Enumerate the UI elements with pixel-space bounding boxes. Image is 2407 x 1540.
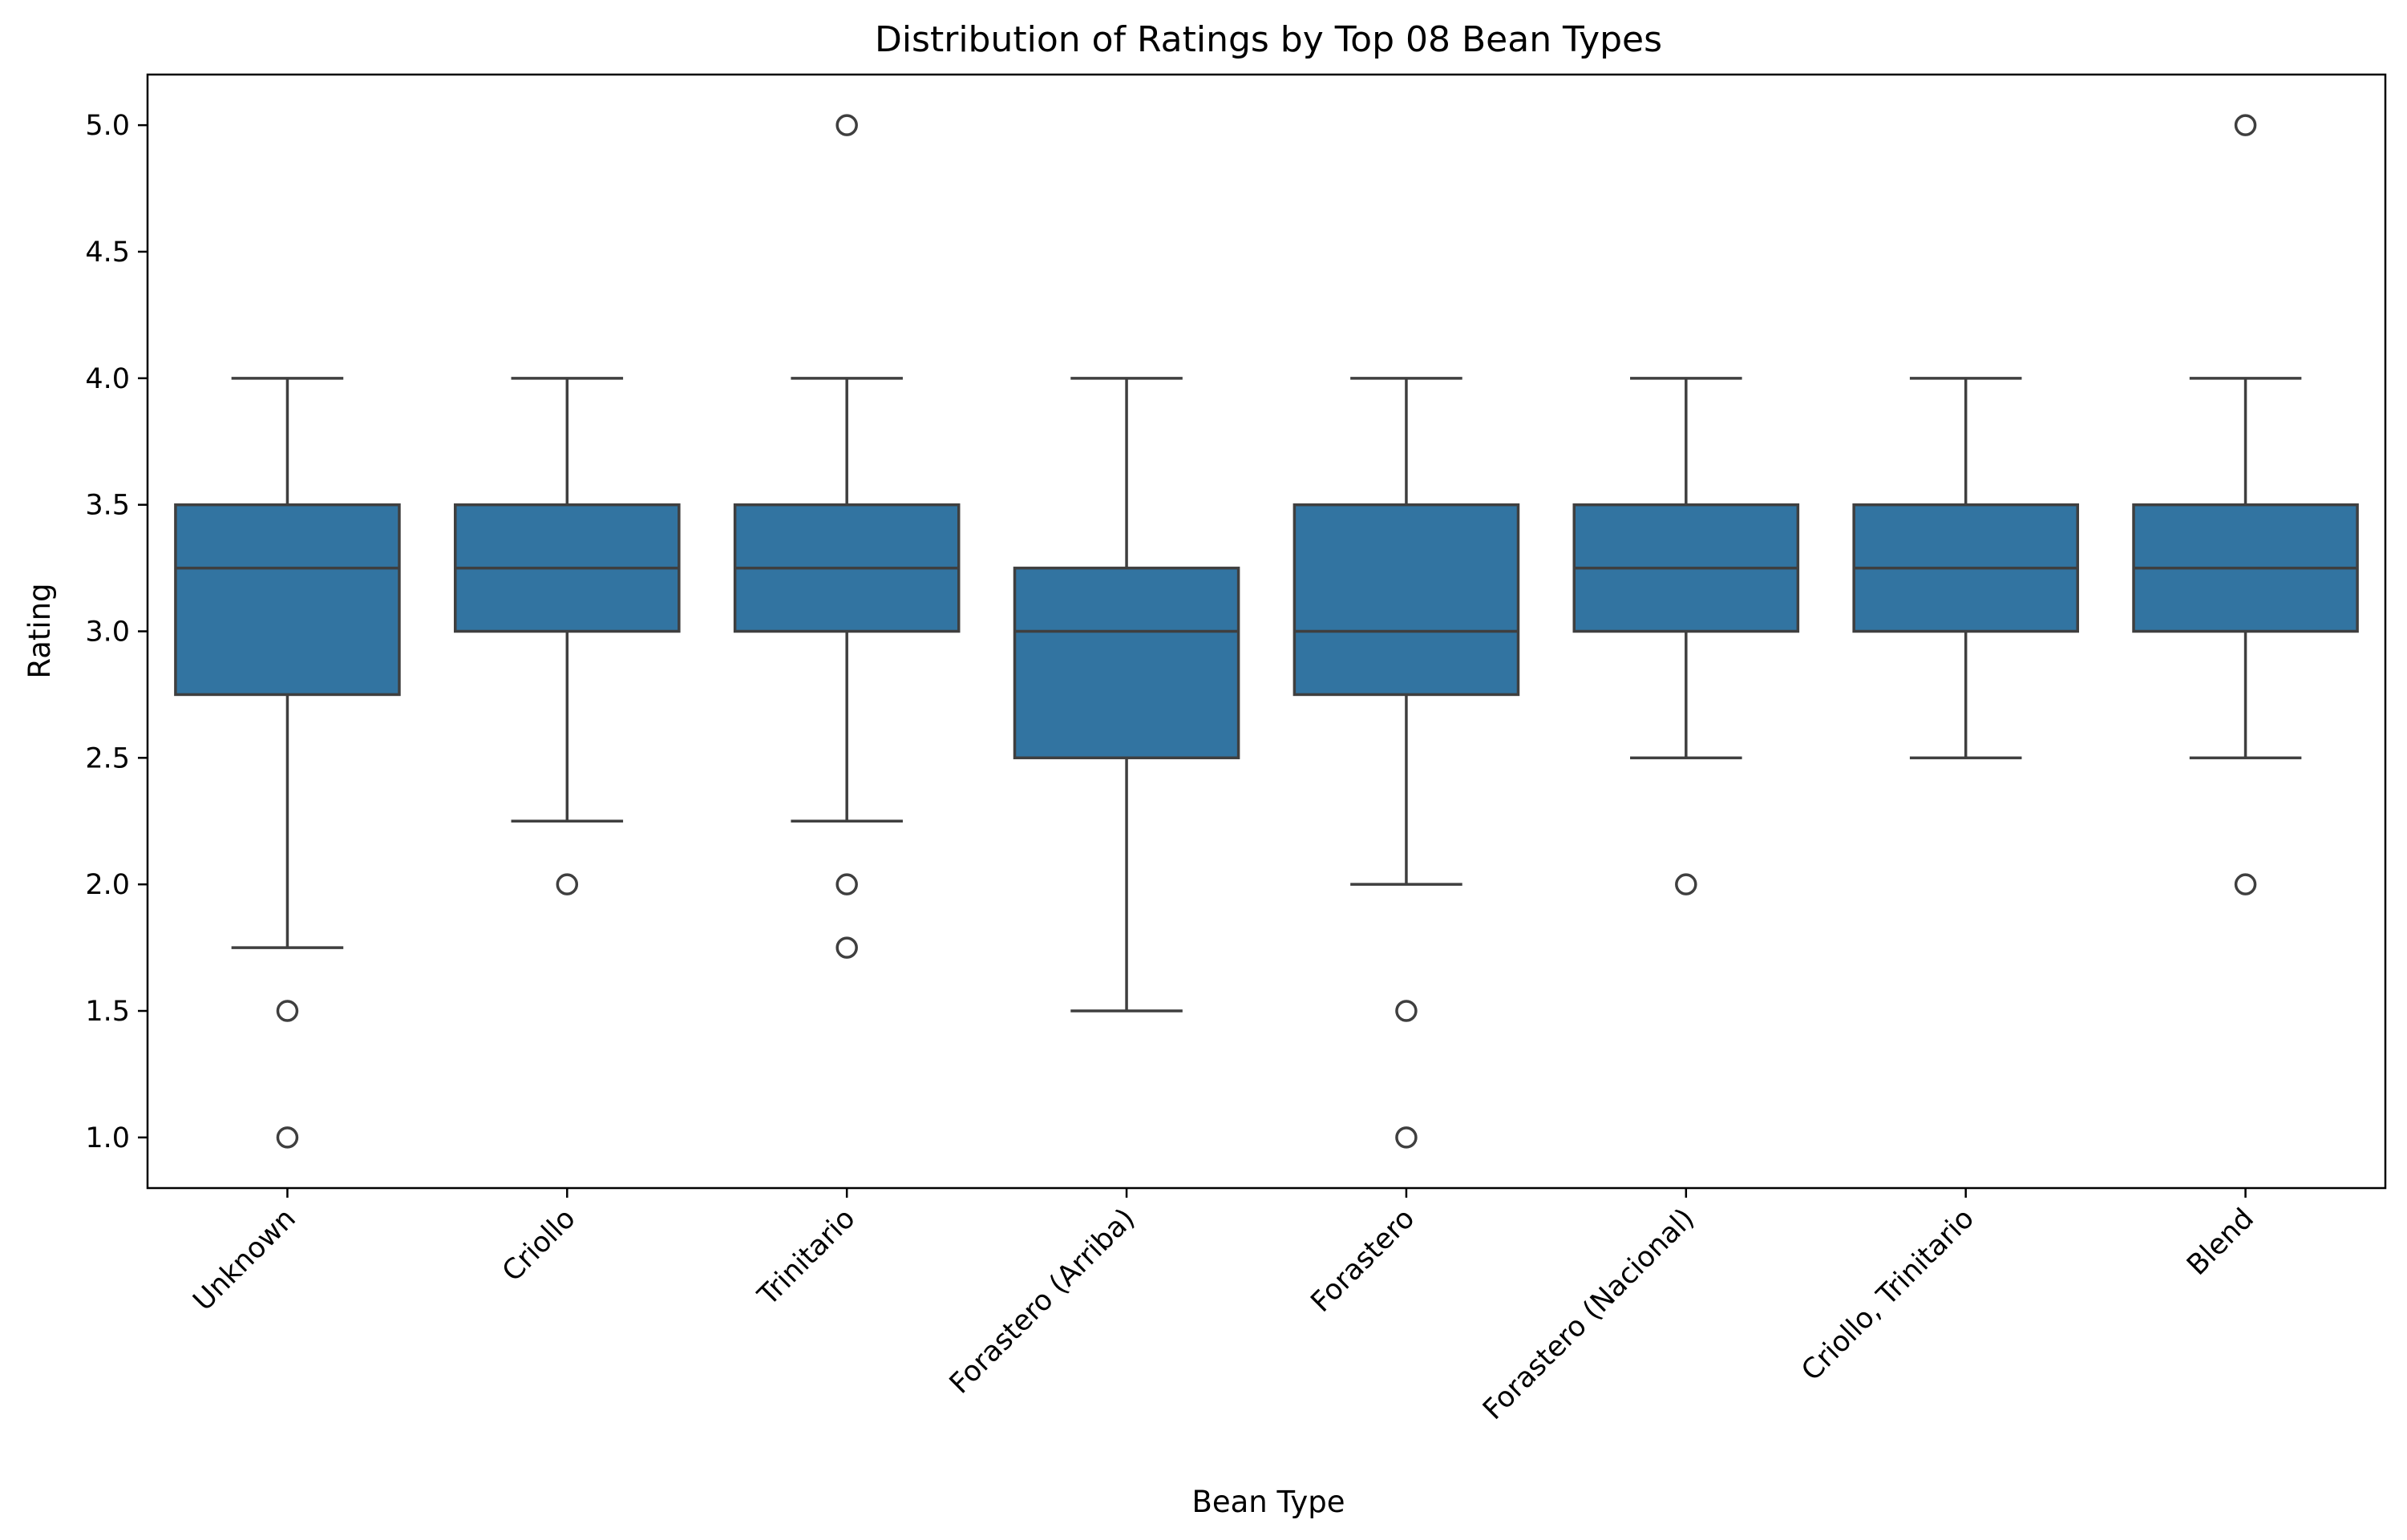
- y-tick-label: 3.5: [85, 490, 130, 522]
- outlier-point: [2234, 114, 2257, 136]
- outlier-point: [556, 873, 579, 895]
- y-axis-label: Rating: [22, 583, 57, 678]
- y-tick-label: 5.0: [85, 110, 130, 142]
- chart-title: Distribution of Ratings by Top 08 Bean T…: [875, 19, 1662, 60]
- outlier-point: [835, 936, 858, 959]
- box-group: [174, 377, 401, 1149]
- outlier-point: [835, 873, 858, 895]
- y-tick-label: 3.0: [85, 616, 130, 649]
- y-tick-label: 1.0: [85, 1122, 130, 1154]
- box-group: [1572, 377, 1800, 895]
- y-tick-label: 4.5: [85, 236, 130, 269]
- box: [1292, 503, 1520, 697]
- box-group: [1852, 377, 2079, 760]
- box-group: [454, 377, 681, 895]
- y-tick-label: 2.0: [85, 869, 130, 901]
- x-axis-label: Bean Type: [1191, 1485, 1345, 1519]
- plot-area: [174, 114, 2359, 1149]
- y-tick-label: 2.5: [85, 742, 130, 774]
- box-group: [1013, 377, 1240, 1013]
- outlier-point: [276, 1000, 299, 1022]
- outlier-point: [1395, 1126, 1418, 1149]
- box-group: [1292, 377, 1520, 1149]
- box: [1013, 566, 1240, 760]
- outlier-point: [276, 1126, 299, 1149]
- box: [174, 503, 401, 697]
- box-group: [2132, 114, 2359, 895]
- outlier-point: [835, 114, 858, 136]
- outlier-point: [2234, 873, 2257, 895]
- box-group: [733, 114, 961, 959]
- outlier-point: [1395, 1000, 1418, 1022]
- y-tick-label: 1.5: [85, 996, 130, 1028]
- outlier-point: [1675, 873, 1697, 895]
- y-tick-label: 4.0: [85, 363, 130, 395]
